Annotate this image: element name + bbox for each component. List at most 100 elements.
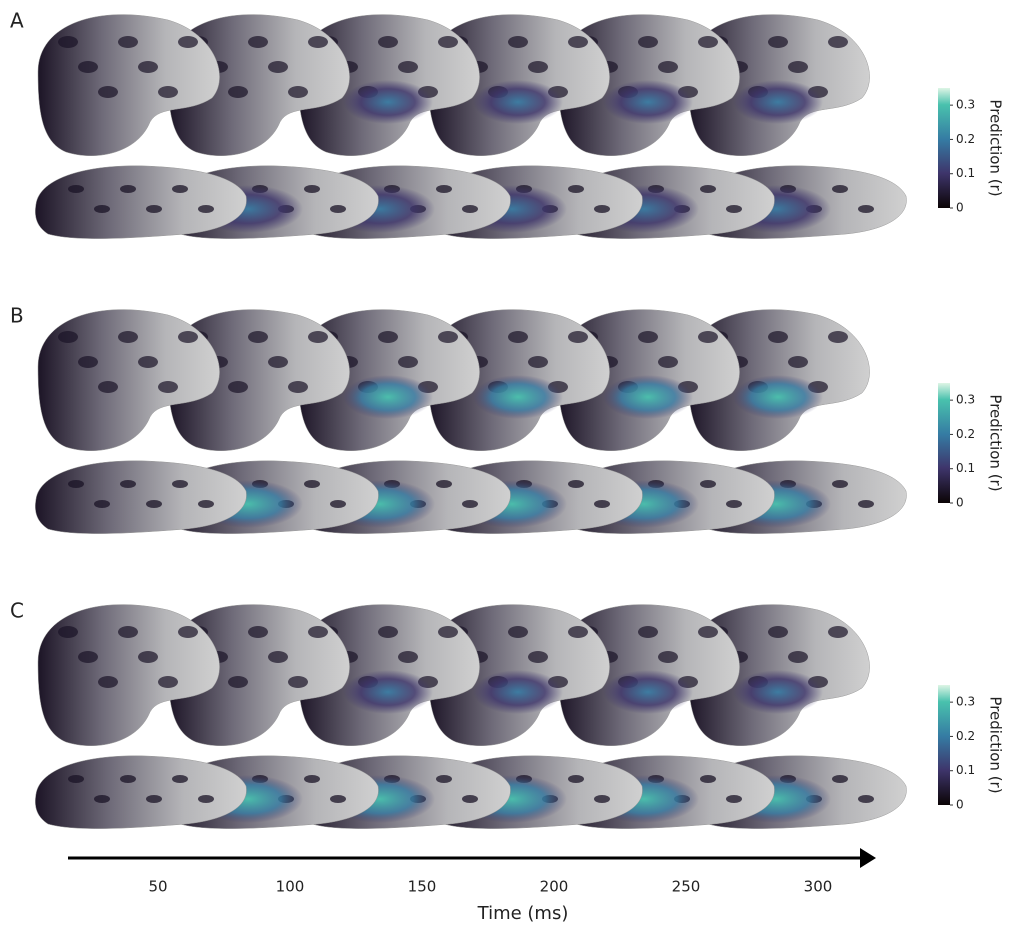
dark-patch <box>462 795 478 803</box>
colorbar-tick-label: 0.2 <box>956 427 975 441</box>
colorbar-tick-label: 0.1 <box>956 763 975 777</box>
dark-patch <box>146 795 162 803</box>
dark-patch <box>568 775 584 783</box>
dark-patch <box>594 500 610 508</box>
brain-bottom <box>35 165 247 239</box>
dark-patch <box>858 205 874 213</box>
colorbar-tick-label: 0.1 <box>956 461 975 475</box>
dark-patch <box>858 795 874 803</box>
activation <box>343 670 433 714</box>
dark-patch <box>726 500 742 508</box>
dark-patch <box>248 331 268 343</box>
colorbar-tick-label: 0.2 <box>956 132 975 146</box>
dark-patch <box>94 795 110 803</box>
colorbar-tick-label: 0 <box>956 496 964 510</box>
dark-patch <box>228 381 248 393</box>
dark-patch <box>462 205 478 213</box>
dark-patch <box>568 36 588 48</box>
colorbar-tick-label: 0.1 <box>956 166 975 180</box>
time-tick-label: 200 <box>540 878 569 896</box>
dark-patch <box>858 500 874 508</box>
activation <box>473 80 563 124</box>
dark-patch <box>658 651 678 663</box>
dark-patch <box>288 381 308 393</box>
dark-patch <box>178 626 198 638</box>
dark-patch <box>788 651 808 663</box>
cortex <box>37 604 220 746</box>
time-axis-label: Time (ms) <box>477 903 569 924</box>
dark-patch <box>638 36 658 48</box>
dark-patch <box>68 480 84 488</box>
dark-patch <box>94 500 110 508</box>
dark-patch <box>528 61 548 73</box>
brain-top <box>37 14 220 156</box>
dark-patch <box>308 626 328 638</box>
dark-patch <box>198 205 214 213</box>
dark-patch <box>378 331 398 343</box>
dark-patch <box>118 36 138 48</box>
dark-patch <box>436 185 452 193</box>
brain-top <box>557 604 740 746</box>
activation <box>603 375 693 419</box>
dark-patch <box>528 651 548 663</box>
dark-patch <box>120 775 136 783</box>
time-tick-label: 250 <box>672 878 701 896</box>
brain-top <box>687 309 870 451</box>
dark-patch <box>198 500 214 508</box>
panel-label: B <box>10 304 24 328</box>
dark-patch <box>304 185 320 193</box>
cortex <box>167 14 350 156</box>
brain-top <box>427 14 610 156</box>
cortex <box>37 309 220 451</box>
dark-patch <box>172 775 188 783</box>
dark-patch <box>120 185 136 193</box>
dark-patch <box>94 205 110 213</box>
activation <box>603 80 693 124</box>
dark-patch <box>228 86 248 98</box>
dark-patch <box>700 185 716 193</box>
dark-patch <box>726 205 742 213</box>
dark-patch <box>398 356 418 368</box>
cortex <box>37 14 220 156</box>
dark-patch <box>828 331 848 343</box>
cortex <box>35 460 247 534</box>
dark-patch <box>308 331 328 343</box>
time-tick-label: 150 <box>408 878 437 896</box>
dark-patch <box>726 795 742 803</box>
dark-patch <box>398 61 418 73</box>
dark-patch <box>158 86 178 98</box>
dark-patch <box>438 331 458 343</box>
activation <box>603 670 693 714</box>
dark-patch <box>508 331 528 343</box>
dark-patch <box>304 775 320 783</box>
dark-patch <box>330 795 346 803</box>
dark-patch <box>78 651 98 663</box>
brain-top <box>37 604 220 746</box>
dark-patch <box>98 676 118 688</box>
activation <box>473 375 563 419</box>
dark-patch <box>436 775 452 783</box>
colorbar-tick-label: 0.3 <box>956 393 975 407</box>
dark-patch <box>828 626 848 638</box>
brain-top <box>297 604 480 746</box>
dark-patch <box>198 795 214 803</box>
panel-label: C <box>10 599 24 623</box>
brain-top <box>687 604 870 746</box>
brain-top <box>557 14 740 156</box>
dark-patch <box>248 36 268 48</box>
dark-patch <box>638 626 658 638</box>
dark-patch <box>330 500 346 508</box>
dark-patch <box>568 480 584 488</box>
dark-patch <box>98 86 118 98</box>
dark-patch <box>832 480 848 488</box>
activation <box>473 670 563 714</box>
dark-patch <box>268 356 288 368</box>
dark-patch <box>698 36 718 48</box>
arrow-head <box>860 848 876 868</box>
cortex <box>167 309 350 451</box>
dark-patch <box>172 480 188 488</box>
time-tick-label: 50 <box>148 878 167 896</box>
activation <box>343 80 433 124</box>
brain-top <box>37 309 220 451</box>
